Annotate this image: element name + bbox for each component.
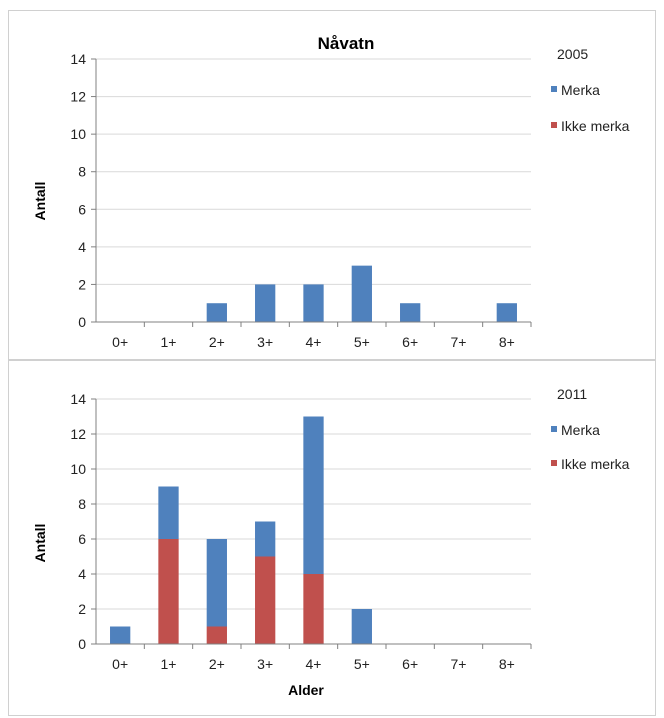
x-tick-label: 8+	[499, 656, 515, 672]
y-tick-label: 0	[78, 314, 86, 330]
x-tick-label: 3+	[257, 334, 273, 350]
y-tick-label: 10	[70, 461, 86, 477]
legend-swatch-merka	[551, 426, 557, 432]
legend-label-merka: Merka	[561, 422, 600, 438]
y-tick-label: 10	[70, 126, 86, 142]
x-tick-label: 4+	[306, 334, 322, 350]
legend-swatch-ikke-merka	[551, 122, 557, 128]
x-tick-label: 5+	[354, 334, 370, 350]
x-tick-label: 5+	[354, 656, 370, 672]
y-tick-label: 4	[78, 239, 86, 255]
y-tick-label: 12	[70, 426, 86, 442]
y-tick-label: 6	[78, 531, 86, 547]
x-tick-label: 6+	[402, 334, 418, 350]
legend-swatch-ikke-merka	[551, 460, 557, 466]
y-tick-label: 8	[78, 164, 86, 180]
y-tick-label: 8	[78, 496, 86, 512]
x-tick-label: 6+	[402, 656, 418, 672]
legend-swatch-merka	[551, 86, 557, 92]
y-tick-label: 12	[70, 89, 86, 105]
bar-ikke-merka-2plus	[206, 626, 227, 644]
bar-merka-5plus	[351, 609, 372, 644]
bar-merka-4plus	[303, 284, 324, 322]
bar-merka-0plus	[110, 626, 131, 644]
bar-merka-8plus	[496, 303, 517, 322]
bar-merka-3plus	[255, 521, 276, 557]
legend-title: 2005	[557, 46, 588, 62]
bar-merka-2plus	[206, 539, 227, 627]
chart-2011: Antall Alder 0 2 4 6 8 10 12 14 0+ 1+ 2+ 3+ 4+ 5+ 6+ 7+…	[32, 386, 630, 698]
legend-label-merka: Merka	[561, 82, 600, 98]
x-tick-label: 0+	[112, 334, 128, 350]
legend-title: 2011	[557, 386, 587, 402]
x-tick-label: 3+	[257, 656, 273, 672]
chart-2005: Nåvatn Antall 0 2 4 6 8 10 12 14 0+ 1+ 2+ 3+ 4+ 5+ 6+ 7…	[32, 34, 630, 350]
bar-merka-1plus	[158, 486, 179, 539]
y-axis-title: Antall	[32, 182, 48, 221]
chart-title: Nåvatn	[318, 34, 375, 53]
x-axis-title: Alder	[288, 682, 324, 698]
x-tick-label: 2+	[209, 656, 225, 672]
bar-merka-2plus	[206, 303, 227, 322]
chart-panel-2005: Nåvatn Antall 0 2 4 6 8 10 12 14 0+ 1+ 2+ 3+ 4+ 5+ 6+ 7…	[8, 10, 656, 360]
chart-panel-2011: Antall Alder 0 2 4 6 8 10 12 14 0+ 1+ 2+ 3+ 4+ 5+ 6+ 7+…	[8, 360, 656, 716]
x-tick-label: 2+	[209, 334, 225, 350]
x-tick-label: 0+	[112, 656, 128, 672]
legend: 2011 Merka Ikke merka	[551, 386, 630, 472]
y-tick-label: 14	[70, 391, 86, 407]
legend: 2005 Merka Ikke merka	[551, 46, 630, 134]
bar-ikke-merka-4plus	[303, 574, 324, 644]
y-tick-label: 2	[78, 276, 86, 292]
y-axis-title: Antall	[32, 524, 48, 563]
x-tick-label: 1+	[161, 656, 177, 672]
x-tick-label: 7+	[451, 334, 467, 350]
x-tick-label: 4+	[306, 656, 322, 672]
legend-label-ikke-merka: Ikke merka	[561, 456, 630, 472]
bar-ikke-merka-3plus	[255, 556, 276, 644]
y-tick-label: 0	[78, 636, 86, 652]
y-tick-label: 14	[70, 51, 86, 67]
y-tick-label: 6	[78, 201, 86, 217]
x-tick-label: 8+	[499, 334, 515, 350]
y-tick-label: 2	[78, 601, 86, 617]
bar-merka-4plus	[303, 416, 324, 574]
bar-ikke-merka-1plus	[158, 539, 179, 644]
y-tick-label: 4	[78, 566, 86, 582]
bar-merka-5plus	[351, 265, 372, 322]
bar-merka-6plus	[400, 303, 421, 322]
x-tick-label: 1+	[161, 334, 177, 350]
bar-merka-3plus	[255, 284, 276, 322]
x-tick-label: 7+	[451, 656, 467, 672]
legend-label-ikke-merka: Ikke merka	[561, 118, 630, 134]
